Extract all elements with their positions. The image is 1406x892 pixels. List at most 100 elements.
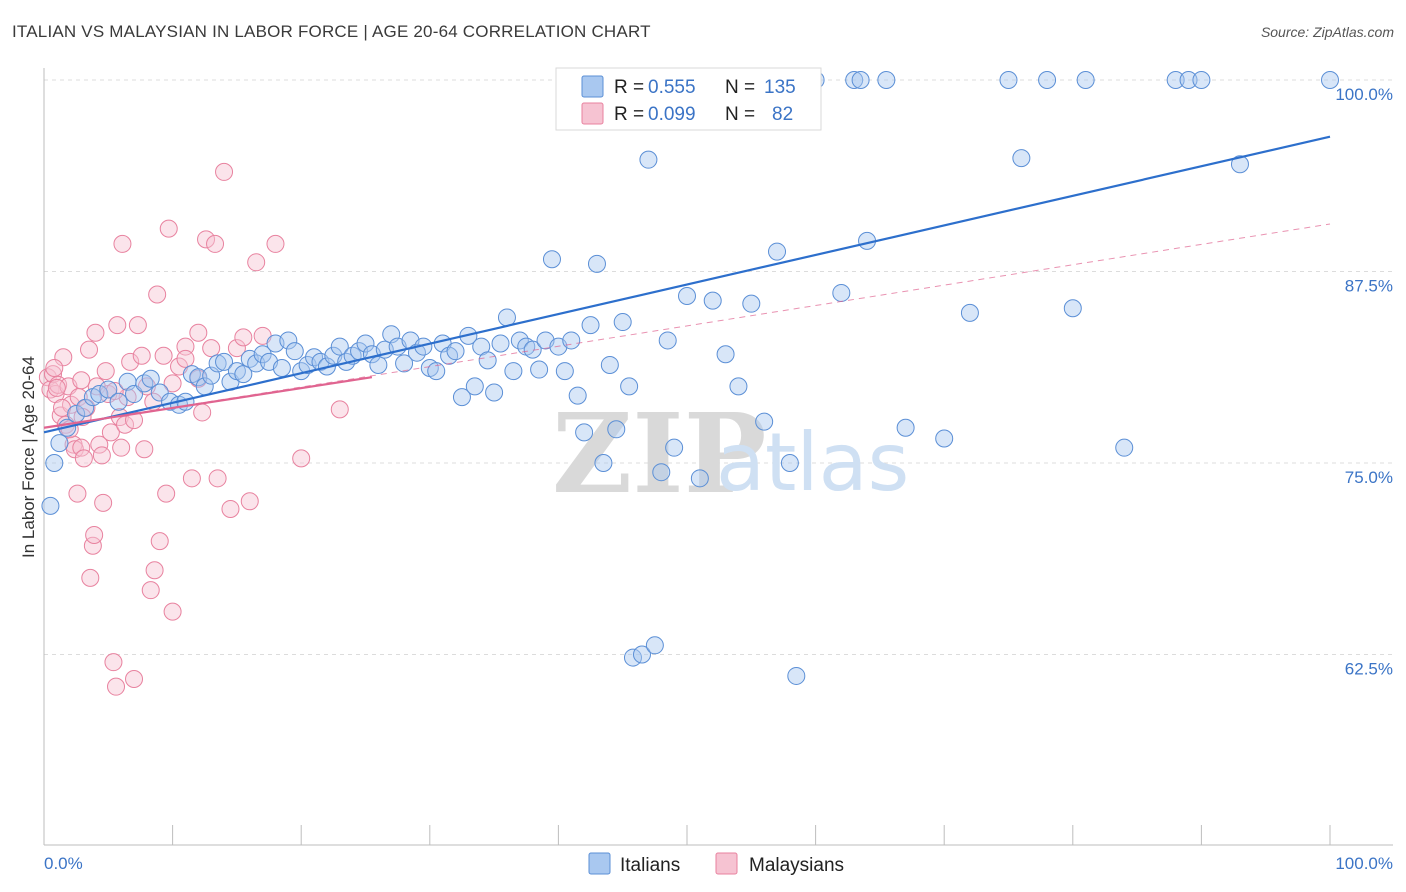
scatter-point xyxy=(568,386,587,405)
legend-n-label-italians: N = xyxy=(725,77,755,98)
scatter-point xyxy=(562,331,581,350)
scatter-point xyxy=(716,345,735,364)
scatter-point xyxy=(369,355,388,374)
scatter-point xyxy=(530,360,549,379)
scatter-point xyxy=(135,374,154,393)
scatter-point xyxy=(150,532,169,551)
scatter-point xyxy=(652,463,671,482)
x-tick-label-max: 100.0% xyxy=(1335,854,1393,873)
scatter-point xyxy=(581,316,600,335)
italians-points xyxy=(41,71,1339,685)
scatter-point xyxy=(729,377,748,396)
legend-swatch-italians xyxy=(581,75,604,98)
scatter-point xyxy=(47,378,66,397)
scatter-point xyxy=(189,368,208,387)
legend-r-label-malaysians: R = xyxy=(614,104,644,125)
legend-n-italians: 135 xyxy=(764,77,796,98)
scatter-point xyxy=(176,337,195,356)
scatter-point xyxy=(542,250,561,269)
scatter-point xyxy=(575,423,594,442)
scatter-point xyxy=(465,377,484,396)
scatter-point xyxy=(678,287,696,306)
legend-n-malaysians: 82 xyxy=(772,104,793,125)
scatter-point xyxy=(485,383,504,402)
legend-r-label-italians: R = xyxy=(614,77,644,98)
scatter-point xyxy=(163,602,182,621)
scatter-point xyxy=(594,454,613,472)
scatter-point xyxy=(395,354,414,373)
scatter-point xyxy=(266,234,285,253)
scatter-point xyxy=(86,323,105,342)
scatter-point xyxy=(113,234,132,253)
scatter-point xyxy=(72,438,91,457)
scatter-point xyxy=(215,162,234,181)
scatter-point xyxy=(999,71,1018,89)
source-label: Source: ZipAtlas.com xyxy=(1260,24,1394,40)
watermark-atlas: atlas xyxy=(716,416,909,509)
legend-n-label-malaysians: N = xyxy=(725,104,755,125)
scatter-point xyxy=(658,331,677,350)
scatter-point xyxy=(189,323,208,342)
trend-lines xyxy=(43,135,1331,434)
y-tick-label: 75.0% xyxy=(1345,468,1393,487)
scatter-point xyxy=(935,429,954,448)
scatter-point xyxy=(632,645,651,664)
scatter-point xyxy=(108,316,127,335)
scatter-point xyxy=(45,359,64,378)
scatter-point xyxy=(234,328,253,347)
malaysians-points xyxy=(38,162,349,696)
bottom-legend-italians: Italians xyxy=(620,855,680,876)
scatter-point xyxy=(197,230,216,249)
watermark-zip: ZIP xyxy=(552,389,766,518)
scatter-point xyxy=(227,339,246,358)
scatter-point xyxy=(68,484,87,503)
scatter-point xyxy=(1076,71,1095,89)
scatter-point xyxy=(607,420,626,439)
bottom-legend: Italians Malaysians xyxy=(588,852,844,876)
scatter-point xyxy=(1166,71,1185,89)
scatter-point xyxy=(356,334,375,353)
bottom-legend-swatch-italians xyxy=(588,852,611,875)
legend: R = 0.555 N = 135 R = 0.099 N = 82 xyxy=(555,67,822,131)
scatter-point xyxy=(202,339,221,358)
scatter-point xyxy=(101,423,120,442)
scatter-point xyxy=(208,354,227,373)
scatter-point xyxy=(639,150,658,169)
scatter-point xyxy=(600,355,619,374)
scatter-point xyxy=(125,670,144,689)
scatter-point xyxy=(157,484,176,503)
scatter-point xyxy=(163,374,182,393)
scatter-point xyxy=(159,219,178,238)
scatter-point xyxy=(272,359,291,378)
scatter-point xyxy=(330,337,349,356)
scatter-point xyxy=(99,380,118,399)
scatter-point xyxy=(587,254,606,273)
scatter-point xyxy=(285,342,304,361)
bottom-legend-swatch-malaysians xyxy=(715,852,738,875)
scatter-point xyxy=(41,496,60,515)
scatter-point xyxy=(1012,149,1031,168)
scatter-point xyxy=(253,345,272,364)
scatter-point xyxy=(279,331,298,350)
chart-title: ITALIAN VS MALAYSIAN IN LABOR FORCE | AG… xyxy=(12,22,651,41)
scatter-point xyxy=(85,526,104,545)
scatter-point xyxy=(92,446,111,465)
scatter-point xyxy=(206,234,225,253)
scatter-point xyxy=(877,71,896,89)
x-tick-label-min: 0.0% xyxy=(44,854,83,873)
scatter-point xyxy=(150,383,169,402)
scatter-point xyxy=(832,283,851,302)
scatter-point xyxy=(523,340,542,359)
scatter-point xyxy=(497,308,516,327)
scatter-point xyxy=(72,371,91,390)
scatter-point xyxy=(446,342,465,361)
scatter-point xyxy=(221,499,240,518)
scatter-point xyxy=(1230,155,1249,174)
y-tick-labels: 62.5% 75.0% 87.5% 100.0% xyxy=(1335,85,1393,679)
scatter-point xyxy=(135,440,154,459)
scatter-point xyxy=(90,435,109,454)
scatter-point xyxy=(613,313,632,332)
scatter-point xyxy=(109,392,128,411)
scatter-point xyxy=(703,291,722,310)
